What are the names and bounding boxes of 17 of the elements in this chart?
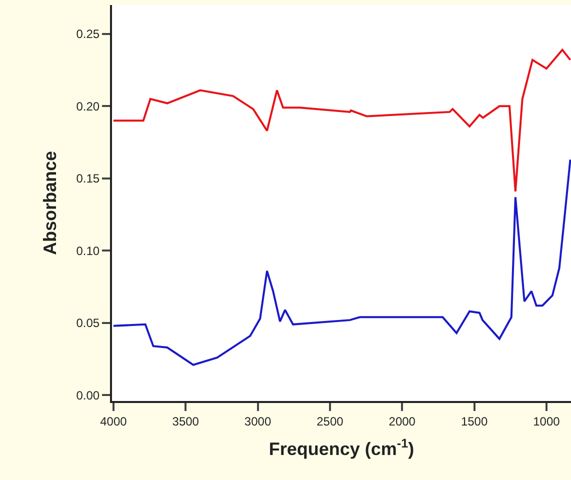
y-axis-title: Absorbance [40,150,60,256]
y-tick-label: 0.25 [76,27,100,42]
x-tick-label: 1500 [460,414,488,428]
x-tick-label: 2000 [388,414,416,428]
y-tick-label: 0.20 [76,99,100,114]
x-tick-label: 4000 [100,414,128,428]
line-series [112,158,571,366]
x-tick-label: 2500 [316,414,344,428]
x-tick-label: 1000 [533,414,560,428]
x-axis-title: Frequency (cm$^{-1}$) [268,436,414,459]
y-tick-label: 0.05 [76,316,100,330]
x-tick-label: 3000 [244,414,272,428]
y-tick-label: 0.10 [76,244,100,258]
y-tick-label: 0.00 [76,388,100,402]
line-series [112,48,571,192]
y-tick-label: 0.15 [76,172,100,186]
x-tick-label: 3500 [172,414,200,428]
